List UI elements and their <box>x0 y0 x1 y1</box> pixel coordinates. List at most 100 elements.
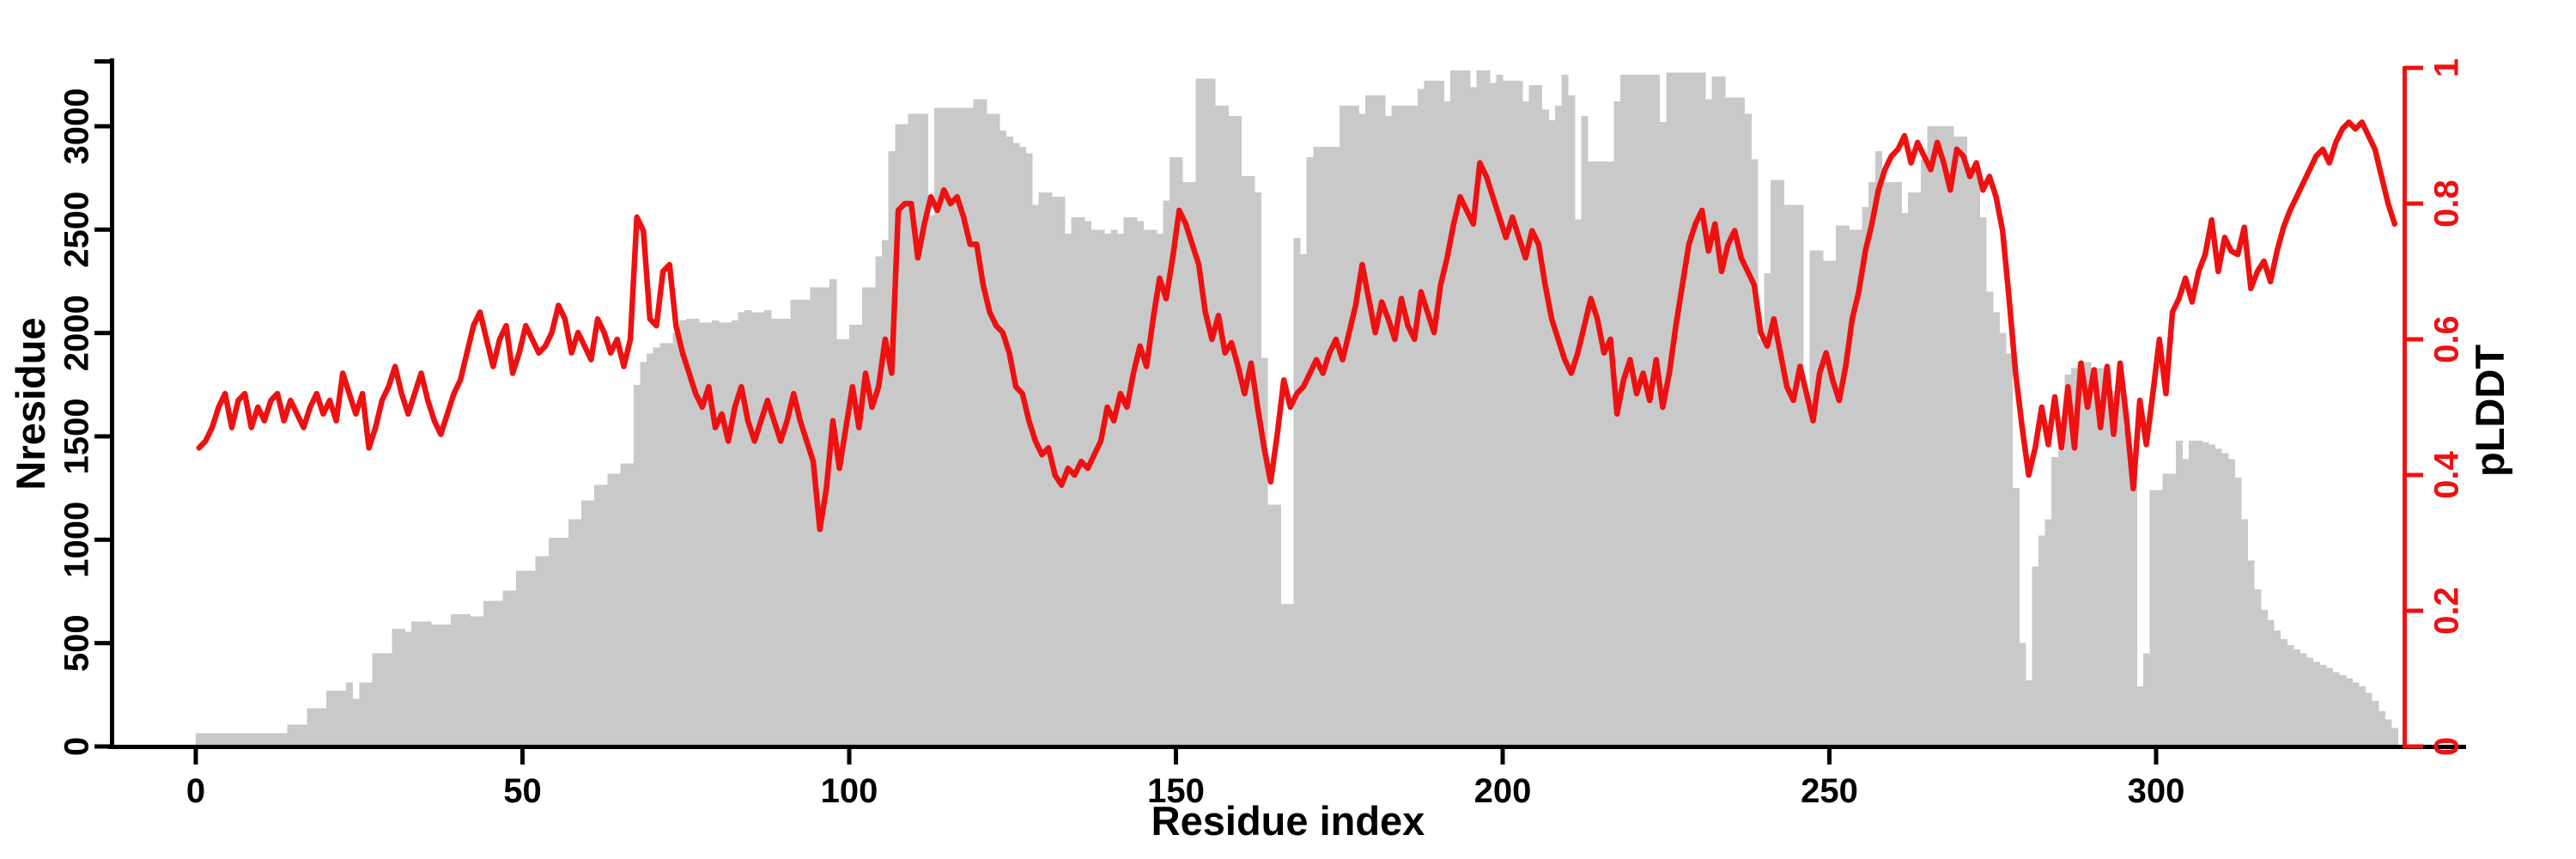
bar <box>2156 490 2164 748</box>
bar <box>2221 453 2229 748</box>
y-left-tick <box>94 227 112 232</box>
bar <box>261 733 269 748</box>
y-left-tick-label: 3000 <box>58 88 96 165</box>
bar <box>372 653 380 748</box>
bar <box>1855 229 1863 748</box>
bar <box>280 733 289 748</box>
bar <box>2104 372 2111 748</box>
bar <box>450 614 459 748</box>
bar <box>810 287 817 748</box>
bar <box>882 240 890 748</box>
bar <box>2012 488 2020 748</box>
bar <box>914 113 922 749</box>
bar <box>692 318 700 748</box>
plddt-curve <box>196 119 2398 533</box>
bar <box>1972 168 1981 749</box>
bar <box>2032 566 2039 748</box>
x-tick <box>847 748 852 765</box>
bar <box>1626 74 1634 749</box>
bar <box>862 287 870 748</box>
bar <box>464 614 471 748</box>
bar <box>2019 643 2026 748</box>
bar <box>2332 672 2340 748</box>
bar <box>1267 504 1275 748</box>
bar <box>640 362 647 748</box>
bar <box>2372 701 2379 748</box>
bar <box>1424 81 1431 749</box>
bar <box>1300 254 1308 748</box>
bar <box>209 733 216 748</box>
bar <box>1084 221 1092 748</box>
bar <box>725 322 732 748</box>
bar <box>1881 182 1889 748</box>
bar <box>973 99 981 748</box>
bar <box>1215 105 1223 748</box>
x-axis-ticks: 0 50 100 150 200 250 300 <box>186 748 2184 810</box>
bar <box>1476 70 1484 748</box>
bar <box>1293 238 1301 748</box>
bar <box>1849 229 1856 748</box>
bar <box>1783 204 1791 748</box>
bar <box>1679 72 1686 748</box>
bar <box>444 624 452 748</box>
x-tick-label: 150 <box>1147 772 1205 810</box>
bar <box>1032 204 1040 748</box>
bar <box>986 113 994 749</box>
bar <box>457 614 465 748</box>
bar <box>803 300 811 748</box>
bar <box>1045 192 1053 748</box>
bar <box>404 631 412 748</box>
bar <box>732 320 739 748</box>
bar <box>1659 122 1667 748</box>
bar <box>835 338 844 748</box>
bar <box>2274 631 2281 748</box>
bar <box>1927 126 1935 748</box>
bar <box>665 343 674 748</box>
y-right-tick-label: 0.4 <box>2428 450 2466 498</box>
bar <box>1280 603 1288 748</box>
bar <box>1829 260 1837 748</box>
bar <box>2084 362 2092 748</box>
bar <box>1836 225 1844 748</box>
bar <box>215 733 223 748</box>
y-right-tick <box>2404 608 2423 613</box>
bar <box>1404 105 1413 748</box>
bar <box>1326 147 1334 749</box>
bar <box>1038 192 1046 748</box>
bar <box>1907 192 1916 748</box>
bar <box>1587 161 1595 748</box>
y-left-tick <box>94 641 112 646</box>
bar <box>1620 74 1628 749</box>
bar <box>647 353 654 748</box>
bar <box>267 733 275 748</box>
bar <box>888 150 896 748</box>
bar <box>1764 272 1771 748</box>
bar <box>1352 105 1360 748</box>
bar <box>319 708 327 748</box>
bar <box>1744 113 1752 749</box>
y-axis-right-ticks: 0 0.2 0.4 0.6 0.8 1 <box>2404 58 2466 756</box>
bar <box>607 473 615 748</box>
bar <box>332 691 341 748</box>
bar <box>993 113 1000 749</box>
bar <box>1097 229 1105 748</box>
bar <box>1607 161 1615 748</box>
bar <box>1110 229 1118 748</box>
bar <box>1005 137 1013 748</box>
x-tick <box>1500 748 1505 765</box>
y-right-tick <box>2404 472 2423 478</box>
bar <box>1692 72 1699 748</box>
bar <box>1456 70 1464 748</box>
bar <box>2352 682 2360 748</box>
bar <box>2260 610 2269 748</box>
bar <box>2090 368 2099 748</box>
bar <box>300 724 308 748</box>
bar <box>685 318 694 748</box>
bar <box>1771 180 1778 749</box>
bar <box>1966 168 1974 749</box>
bar <box>1914 192 1922 748</box>
x-tick-label: 100 <box>821 772 878 810</box>
bar <box>2162 473 2170 748</box>
bar <box>2182 459 2190 748</box>
